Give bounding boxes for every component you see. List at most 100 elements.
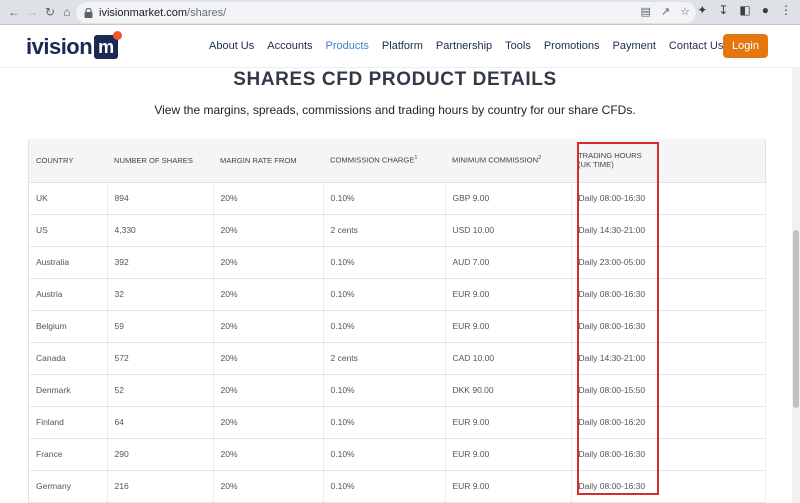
nav-payment[interactable]: Payment [612,40,656,52]
cell-commission-charge: 0.10% [323,278,446,311]
cell-minimum-commission: EUR 9.00 [445,310,572,343]
profile-icon[interactable]: ● [761,3,769,17]
home-icon[interactable]: ⌂ [63,5,71,19]
logo-text: ivision [26,34,93,59]
shares-table: COUNTRY NUMBER OF SHARES MARGIN RATE FRO… [29,139,766,503]
nav-promotions[interactable]: Promotions [543,40,600,52]
nav-accounts[interactable]: Accounts [267,40,313,52]
scrollbar-thumb[interactable] [793,230,799,408]
table-row: UK 894 20% 0.10% GBP 9.00 Daily 08:00-16:30 [29,182,766,215]
header-trading-hours-line2: (UK TIME) [578,160,614,170]
cell-commission-charge: 2 cents [323,342,446,375]
cell-trading-hours: Daily 14:30-21:00 [571,214,766,247]
table-row: Denmark 52 20% 0.10% DKK 90.00 Daily 08:00-15… [29,374,766,407]
nav-tools[interactable]: Tools [505,40,531,52]
logo-dot [113,31,123,40]
cell-minimum-commission: EUR 9.00 [445,438,572,471]
login-button[interactable]: Login [723,34,768,58]
cell-minimum-commission: AUD 7.00 [445,246,572,279]
cell-minimum-commission: CAD 10.00 [445,342,572,375]
cell-country: Canada [29,342,108,375]
cell-trading-hours: Daily 08:00-16:30 [571,278,766,311]
cell-margin-rate: 20% [213,342,324,375]
cell-trading-hours: Daily 14:30-21:00 [571,342,766,375]
sidepanel-icon[interactable]: ◧ [739,3,751,17]
nav-products[interactable]: Products [325,40,369,52]
nav-contact-us[interactable]: Contact Us [668,40,724,52]
reload-icon[interactable]: ↻ [44,5,56,19]
shares-table-container: COUNTRY NUMBER OF SHARES MARGIN RATE FRO… [28,139,766,503]
menu-kebab-icon[interactable]: ⋮ [780,3,792,17]
back-icon[interactable]: ← [8,5,20,19]
cell-commission-charge: 0.10% [323,438,446,471]
header-trading-hours: TRADING HOURS (UK TIME) [571,139,765,183]
cell-number-of-shares: 59 [107,310,214,343]
cell-country: Belgium [29,310,108,343]
header-number-of-shares: NUMBER OF SHARES [107,139,213,183]
extensions-icon[interactable]: ✦ [697,3,708,17]
cell-trading-hours: Daily 08:00-16:30 [571,438,766,471]
cell-margin-rate: 20% [213,246,324,279]
header-country: COUNTRY [29,139,107,183]
cell-minimum-commission: USD 10.00 [445,214,572,247]
forward-icon[interactable]: → [26,5,38,19]
cell-minimum-commission: EUR 9.00 [445,470,572,503]
table-row: US 4,330 20% 2 cents USD 10.00 Daily 14:30-21… [29,214,766,247]
browser-toolbar: ← → ↻ ⌂ ivisionmarket.com/shares/ ▤ ↗ ☆ … [0,0,800,25]
cell-country: UK [29,182,108,215]
download-icon[interactable]: ↧ [718,3,729,17]
cell-number-of-shares: 290 [107,438,214,471]
nav-platform[interactable]: Platform [381,40,423,52]
cell-margin-rate: 20% [213,470,324,503]
share-icon[interactable]: ↗ [660,6,671,18]
table-row: Finland 64 20% 0.10% EUR 9.00 Daily 08:00-16:… [29,406,766,439]
header-commission-label: COMMISSION CHARGE [330,156,415,166]
table-row: Austria 32 20% 0.10% EUR 9.00 Daily 08:00-16:… [29,278,766,311]
cell-margin-rate: 20% [213,182,324,215]
cell-minimum-commission: GBP 9.00 [445,182,572,215]
table-header-row: COUNTRY NUMBER OF SHARES MARGIN RATE FRO… [29,139,765,183]
cell-trading-hours: Daily 08:00-15:50 [571,374,766,407]
cell-commission-charge: 0.10% [323,310,446,343]
cell-commission-charge: 0.10% [323,406,446,439]
cell-country: Finland [29,406,108,439]
table-row: Germany 216 20% 0.10% EUR 9.00 Daily 08:00-16… [29,470,766,503]
cell-margin-rate: 20% [213,278,324,311]
nav-partnership[interactable]: Partnership [435,40,493,52]
page-scrollbar[interactable] [792,68,800,503]
lock-icon [84,7,93,18]
address-bar[interactable]: ivisionmarket.com/shares/ ▤ ↗ ☆ [76,2,696,23]
cell-country: Denmark [29,374,108,407]
cell-country: Austria [29,278,108,311]
nav-about-us[interactable]: About Us [209,40,255,52]
bookmark-star-icon[interactable]: ☆ [680,6,690,18]
footnote-1[interactable]: 1 [414,155,418,162]
cell-number-of-shares: 572 [107,342,214,375]
logo[interactable]: ivision m [26,31,123,60]
cell-number-of-shares: 32 [107,278,214,311]
header-commission-charge: COMMISSION CHARGE1 [323,139,445,183]
header-min-commission-label: MINIMUM COMMISSION [452,156,539,166]
table-row: France 290 20% 0.10% EUR 9.00 Daily 08:00-16:… [29,438,766,471]
header-trading-hours-line1: TRADING HOURS [578,151,642,161]
cell-margin-rate: 20% [213,406,324,439]
page-subtitle: View the margins, spreads, commissions a… [154,103,636,117]
footnote-2[interactable]: 2 [538,155,542,162]
cell-number-of-shares: 52 [107,374,214,407]
cell-trading-hours: Daily 23:00-05:00 [571,246,766,279]
cell-number-of-shares: 894 [107,182,214,215]
translate-icon[interactable]: ▤ [640,6,651,18]
table-row: Canada 572 20% 2 cents CAD 10.00 Daily 14:30-… [29,342,766,375]
cell-number-of-shares: 216 [107,470,214,503]
cell-margin-rate: 20% [213,438,324,471]
cell-trading-hours: Daily 08:00-16:20 [571,406,766,439]
cell-number-of-shares: 64 [107,406,214,439]
logo-mark-letter: m [98,36,115,57]
url-path: /shares/ [187,6,227,19]
cell-country: France [29,438,108,471]
cell-trading-hours: Daily 08:00-16:30 [571,470,766,503]
cell-country: US [29,214,108,247]
cell-commission-charge: 2 cents [323,214,446,247]
cell-country: Germany [29,470,108,503]
page-title: SHARES CFD PRODUCT DETAILS [233,69,557,90]
